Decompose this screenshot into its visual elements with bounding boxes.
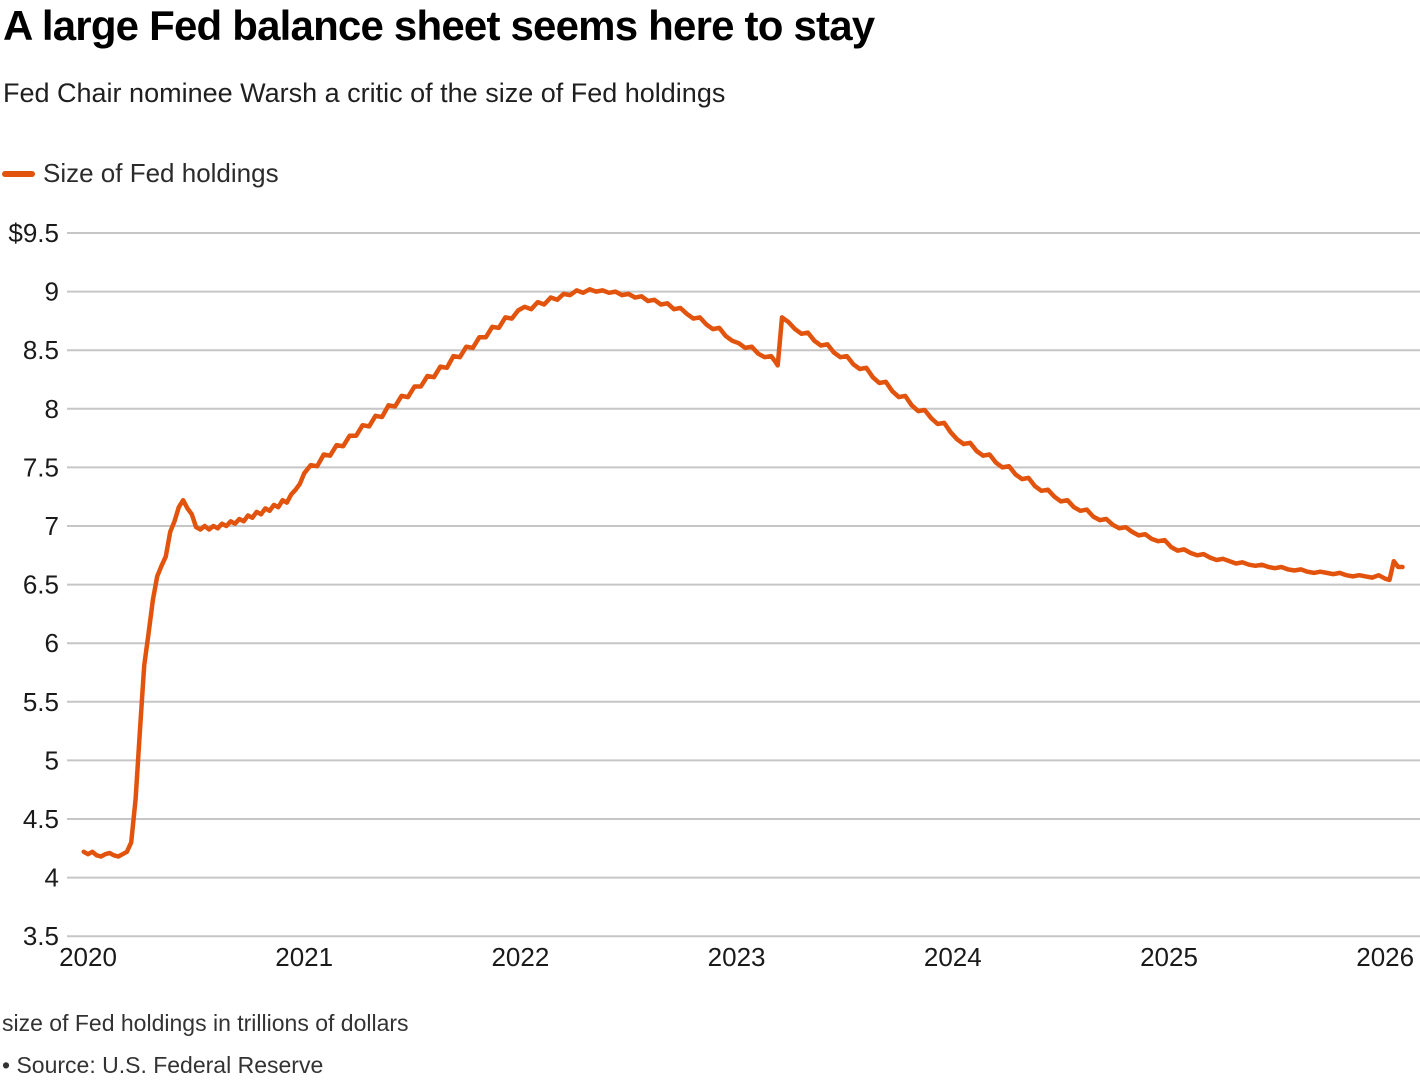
y-axis-tick-label: 3.5: [23, 921, 59, 951]
x-axis-tick-label: 2026: [1356, 942, 1414, 972]
source-note: • Source: U.S. Federal Reserve: [2, 1052, 324, 1078]
x-axis-tick-label: 2025: [1140, 942, 1198, 972]
y-axis-tick-label: 7.5: [23, 452, 59, 482]
y-axis-tick-label: 8.5: [23, 335, 59, 365]
y-axis-tick-label: 6.5: [23, 570, 59, 600]
y-axis-tick-label: $9.5: [8, 218, 59, 248]
y-axis-tick-label: 4: [45, 863, 59, 893]
x-axis-tick-label: 2020: [59, 942, 117, 972]
y-axis-tick-label: 5.5: [23, 687, 59, 717]
y-axis-tick-label: 9: [45, 277, 59, 307]
page-subtitle: Fed Chair nominee Warsh a critic of the …: [3, 78, 726, 108]
legend-label: Size of Fed holdings: [43, 158, 279, 188]
x-axis-tick-label: 2022: [491, 942, 549, 972]
legend-line-swatch-icon: [2, 170, 35, 177]
legend: Size of Fed holdings: [2, 158, 279, 189]
page-title: A large Fed balance sheet seems here to …: [3, 2, 875, 49]
x-axis-tick-label: 2021: [275, 942, 333, 972]
axis-units-note: size of Fed holdings in trillions of dol…: [2, 1010, 409, 1036]
y-axis-tick-label: 7: [45, 511, 59, 541]
y-axis-tick-label: 4.5: [23, 804, 59, 834]
y-axis-tick-label: 6: [45, 628, 59, 658]
fed-holdings-series-line: [81, 287, 1405, 859]
y-axis-tick-label: 8: [45, 394, 59, 424]
x-axis-tick-label: 2024: [924, 942, 982, 972]
x-axis-tick-label: 2023: [708, 942, 766, 972]
y-axis-tick-label: 5: [45, 745, 59, 775]
